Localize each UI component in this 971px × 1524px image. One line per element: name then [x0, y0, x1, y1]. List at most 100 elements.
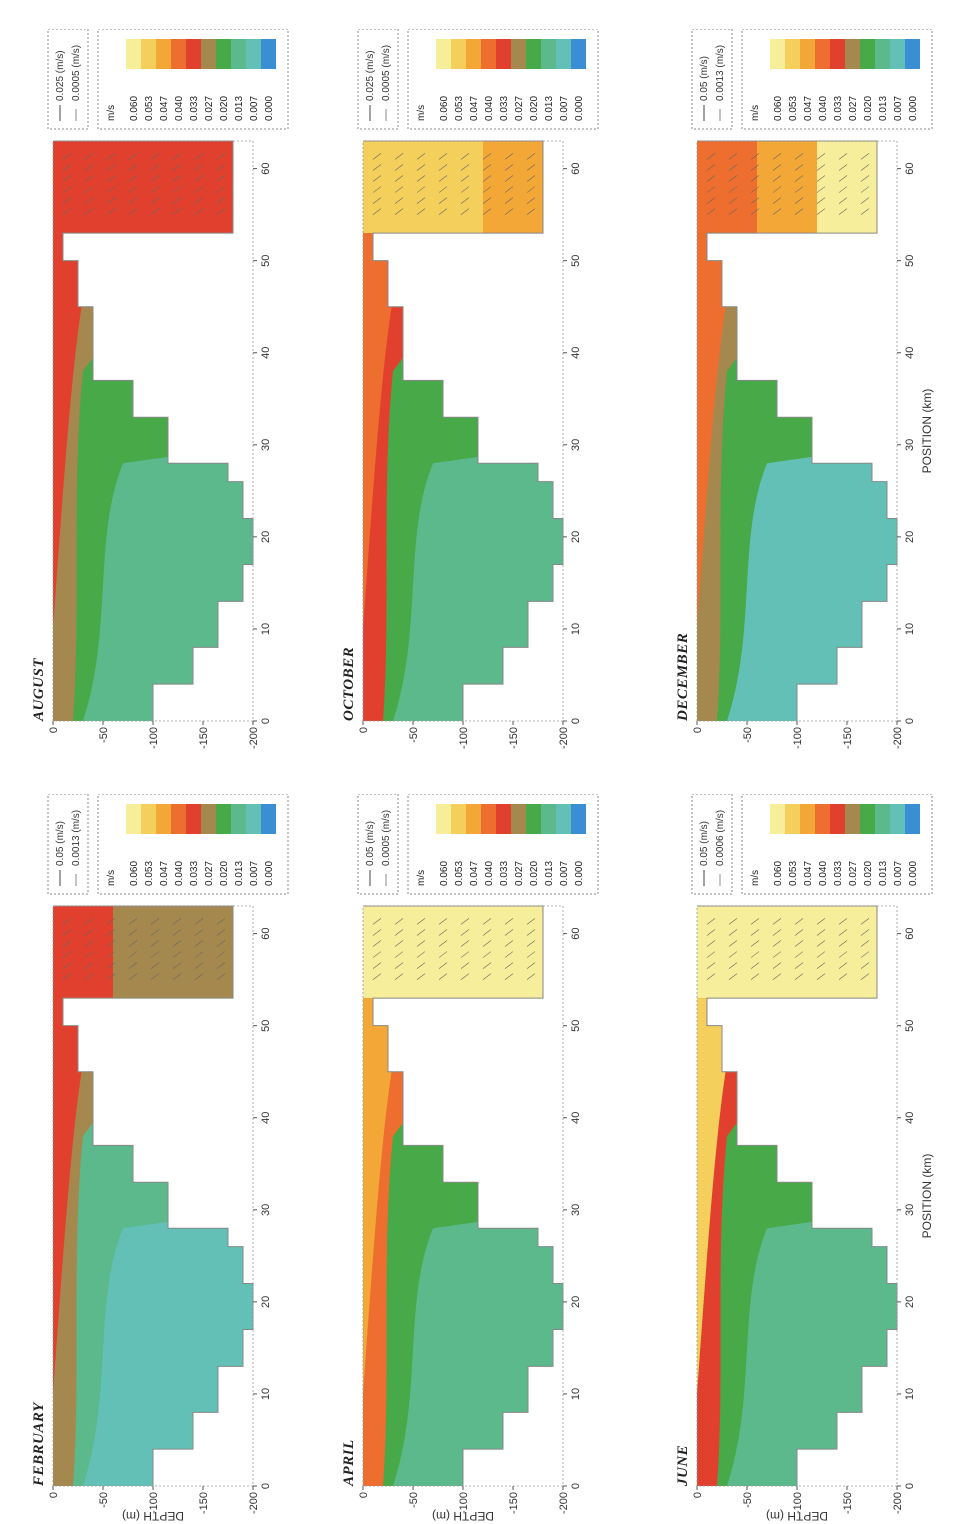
velocity-vector [706, 186, 716, 193]
contour-fill [363, 141, 563, 721]
velocity-vector [482, 208, 492, 215]
velocity-vector [526, 186, 536, 193]
colorbar-level-label: 0.047 [159, 96, 170, 121]
velocity-vector [750, 973, 760, 980]
velocity-vector [482, 951, 492, 958]
velocity-vector [860, 164, 870, 171]
colorbar-level-label: 0.040 [818, 861, 829, 886]
colorbar-swatch [216, 804, 231, 834]
velocity-vector [504, 153, 514, 160]
vector-scale-small-label: 0.0005 (m/s) [381, 45, 392, 101]
velocity-vector [438, 186, 448, 193]
velocity-vector [62, 175, 72, 182]
velocity-vector [728, 940, 738, 947]
vector-scale-small-label: 0.0005 (m/s) [71, 45, 82, 101]
colorbar-swatch [141, 39, 156, 69]
velocity-vector [394, 175, 404, 182]
colorbar-unit: m/s [106, 105, 117, 121]
colorbar-swatch [571, 39, 586, 69]
colorbar-swatch [496, 39, 511, 69]
velocity-vector [372, 940, 382, 947]
y-tick-label: -150 [842, 1492, 854, 1514]
colorbar-level-label: 0.020 [219, 861, 230, 886]
y-tick-label: -100 [792, 727, 804, 749]
colorbar-swatch [511, 39, 526, 69]
colorbar-swatch [830, 804, 845, 834]
channel-band-upper [53, 141, 113, 234]
y-tick-label: -50 [408, 727, 420, 743]
velocity-vector [150, 186, 160, 193]
y-tick-label: -150 [198, 1492, 210, 1514]
contour-band-surface [697, 998, 727, 1394]
velocity-vector [772, 175, 782, 182]
colorbar-level-label: 0.053 [144, 96, 155, 121]
velocity-vector [838, 175, 848, 182]
velocity-vector [438, 197, 448, 204]
velocity-vector [750, 208, 760, 215]
velocity-vector [394, 929, 404, 936]
chart-panel-february: 0 10 20 30 40 50 60 0 -50 -100 -150 -200 FEBRUARY DEP… [31, 794, 289, 1523]
velocity-vector [728, 197, 738, 204]
velocity-vector [794, 186, 804, 193]
x-tick-label: 50 [904, 255, 916, 267]
velocity-vector [504, 951, 514, 958]
velocity-vector [728, 208, 738, 215]
y-tick-label: 0 [692, 727, 704, 733]
channel-band-lower [483, 141, 543, 234]
velocity-vector [482, 962, 492, 969]
vector-scale-large-label: 0.025 (m/s) [55, 50, 66, 101]
colorbar-swatch [481, 39, 496, 69]
velocity-vector [62, 208, 72, 215]
colorbar-box [97, 29, 289, 130]
velocity-vector [526, 951, 536, 958]
velocity-vector [128, 973, 138, 980]
colorbar-level-label: 0.053 [788, 96, 799, 121]
velocity-vector [504, 940, 514, 947]
velocity-vector [460, 164, 470, 171]
velocity-vector [128, 962, 138, 969]
velocity-vector [526, 929, 536, 936]
x-tick-label: 50 [260, 1020, 272, 1032]
colorbar-level-label: 0.060 [773, 861, 784, 886]
colorbar-level-label: 0.053 [144, 861, 155, 886]
velocity-vector [482, 929, 492, 936]
velocity-vector [372, 918, 382, 925]
velocity-vector [62, 973, 72, 980]
colorbar-swatch [201, 804, 216, 834]
velocity-vector [838, 962, 848, 969]
colorbar-box [407, 29, 599, 130]
velocity-vector [772, 153, 782, 160]
colorbar-swatch [526, 804, 541, 834]
chart-panel-august: 0 10 20 30 40 50 60 0 -50 -100 -150 -200 AUGUST 0.025… [31, 29, 289, 749]
velocity-vector [194, 973, 204, 980]
velocity-vector [150, 929, 160, 936]
contour-band-surface [697, 233, 727, 629]
velocity-vector [504, 929, 514, 936]
y-tick-label: -100 [458, 727, 470, 749]
colorbar-level-label: 0.000 [264, 861, 275, 886]
y-axis-label: DEPTH (m) [122, 1509, 184, 1523]
velocity-vector [150, 918, 160, 925]
vector-scale-box [47, 794, 89, 895]
y-tick-label: -100 [148, 1492, 160, 1514]
velocity-vector [194, 962, 204, 969]
velocity-vector [128, 940, 138, 947]
contour-fill [697, 906, 897, 1486]
velocity-vector [128, 175, 138, 182]
velocity-vector [372, 929, 382, 936]
velocity-vector [128, 208, 138, 215]
velocity-vector [394, 186, 404, 193]
velocity-vector [482, 164, 492, 171]
velocity-vector [706, 197, 716, 204]
velocity-vector [526, 197, 536, 204]
y-tick-label: -50 [98, 1492, 110, 1508]
velocity-vector [438, 164, 448, 171]
colorbar-level-label: 0.020 [863, 96, 874, 121]
colorbar-swatch [451, 39, 466, 69]
x-tick-label: 10 [570, 623, 582, 635]
colorbar-level-label: 0.033 [833, 861, 844, 886]
velocity-vector [172, 962, 182, 969]
velocity-vector [838, 153, 848, 160]
velocity-vector [372, 197, 382, 204]
velocity-vector [216, 164, 226, 171]
